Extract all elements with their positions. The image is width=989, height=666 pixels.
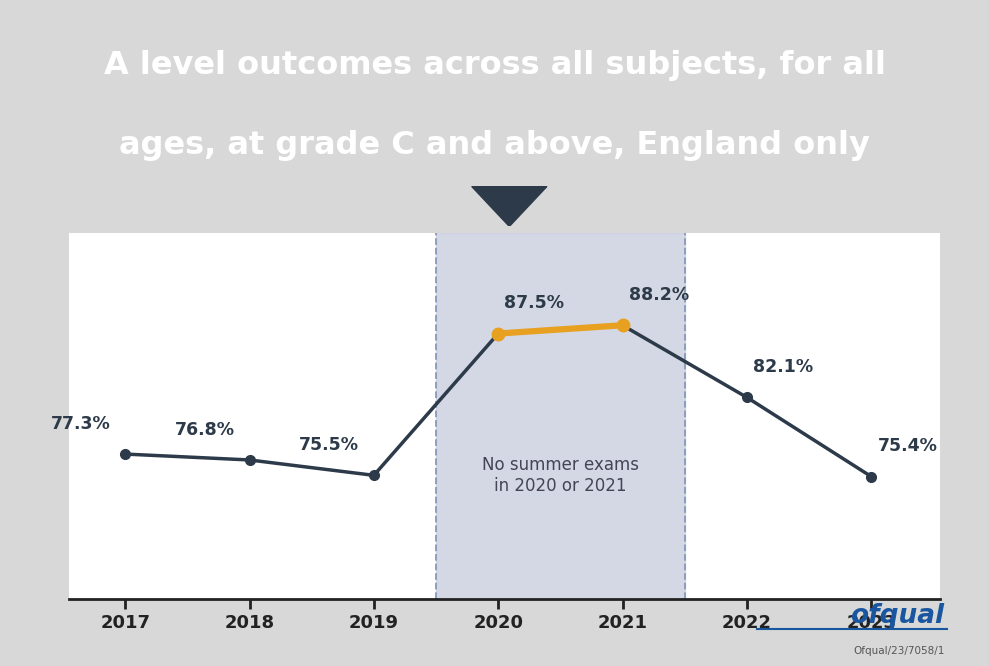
Text: Ofqual/23/7058/1: Ofqual/23/7058/1 xyxy=(854,646,944,656)
Text: 75.4%: 75.4% xyxy=(877,438,938,456)
Text: No summer exams
in 2020 or 2021: No summer exams in 2020 or 2021 xyxy=(482,456,639,495)
Text: 77.3%: 77.3% xyxy=(50,415,110,433)
Text: 76.8%: 76.8% xyxy=(175,421,234,439)
Text: A level outcomes across all subjects, for all: A level outcomes across all subjects, fo… xyxy=(104,50,885,81)
Text: 87.5%: 87.5% xyxy=(504,294,565,312)
Text: 88.2%: 88.2% xyxy=(629,286,689,304)
Text: ages, at grade C and above, England only: ages, at grade C and above, England only xyxy=(119,130,870,161)
Polygon shape xyxy=(472,186,547,226)
Text: 82.1%: 82.1% xyxy=(753,358,813,376)
Text: 75.5%: 75.5% xyxy=(299,436,359,454)
Text: ofqual: ofqual xyxy=(851,603,944,629)
Bar xyxy=(436,233,684,599)
